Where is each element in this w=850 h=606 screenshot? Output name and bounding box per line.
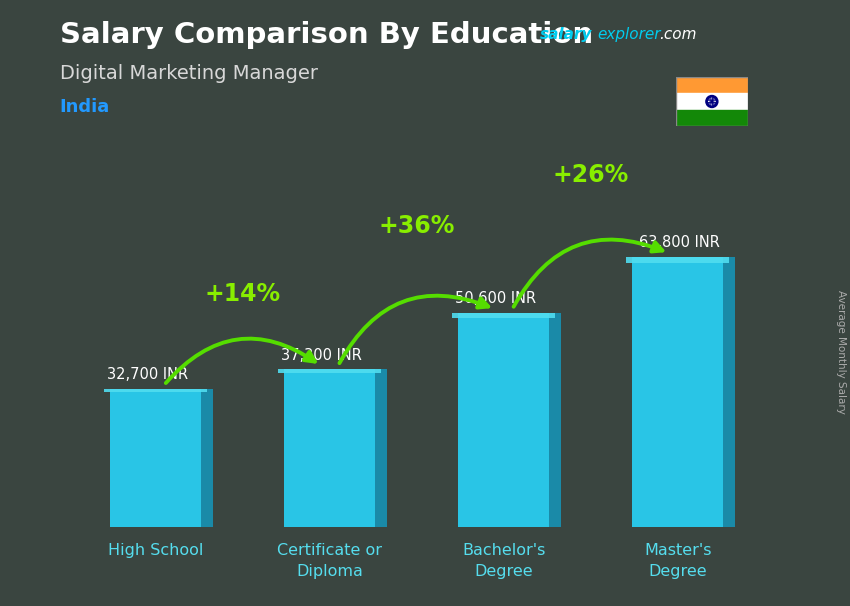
Bar (104, 388, 207, 392)
Text: India: India (60, 98, 110, 116)
Text: 50,600 INR: 50,600 INR (455, 291, 536, 306)
Text: 37,300 INR: 37,300 INR (280, 348, 361, 362)
Text: .com: .com (660, 27, 697, 42)
Text: Salary Comparison By Education: Salary Comparison By Education (60, 21, 592, 49)
Bar (676, 78, 748, 93)
Bar (723, 256, 735, 527)
Bar (458, 313, 549, 527)
Bar (452, 313, 555, 318)
Text: salary: salary (540, 27, 592, 42)
Bar (284, 369, 375, 527)
Text: +36%: +36% (378, 214, 455, 238)
Text: +26%: +26% (552, 163, 629, 187)
Bar (110, 388, 201, 527)
Bar (278, 369, 381, 373)
Text: 32,700 INR: 32,700 INR (106, 367, 188, 382)
Bar (375, 369, 387, 527)
Text: 63,800 INR: 63,800 INR (639, 235, 720, 250)
Text: Digital Marketing Manager: Digital Marketing Manager (60, 64, 318, 82)
Text: Average Monthly Salary: Average Monthly Salary (836, 290, 846, 413)
Text: +14%: +14% (204, 282, 280, 306)
Bar (632, 256, 723, 527)
Bar (201, 388, 212, 527)
Bar (626, 256, 729, 264)
Bar (676, 93, 748, 110)
Bar (549, 313, 561, 527)
Text: explorer: explorer (598, 27, 661, 42)
Bar (676, 110, 748, 125)
